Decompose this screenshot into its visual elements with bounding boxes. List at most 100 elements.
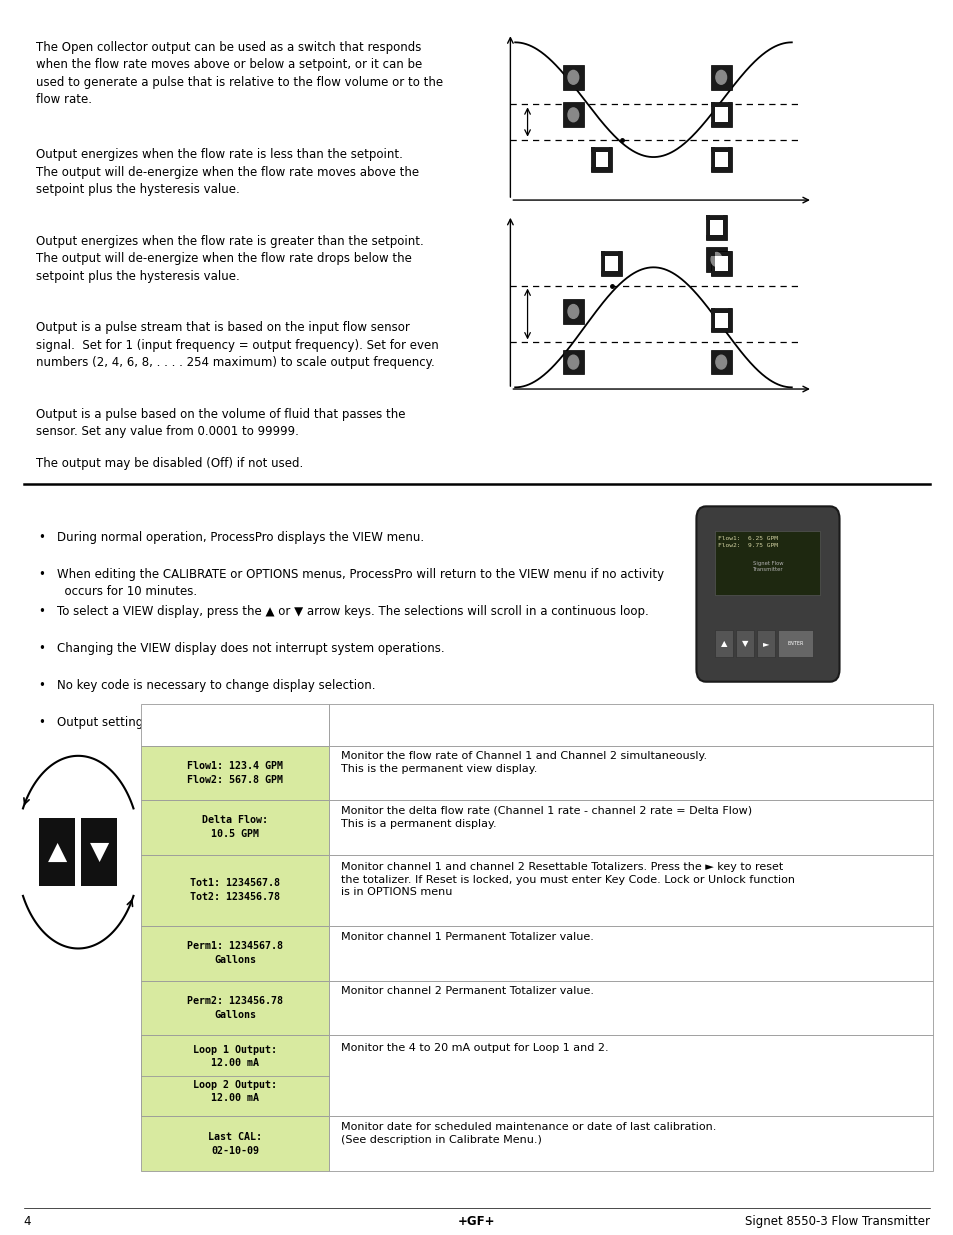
Circle shape (710, 252, 721, 267)
Bar (714, 152, 727, 167)
Bar (710, 103, 714, 107)
Text: Monitor channel 1 Permanent Totalizer value.: Monitor channel 1 Permanent Totalizer va… (340, 931, 593, 941)
Text: Flow1: 123.4 GPM
Flow2: 567.8 GPM: Flow1: 123.4 GPM Flow2: 567.8 GPM (187, 761, 283, 785)
Bar (618, 270, 621, 275)
Bar (710, 350, 731, 374)
Bar (710, 65, 731, 90)
Bar (608, 167, 612, 172)
Bar (710, 308, 714, 312)
Bar (591, 147, 595, 152)
Text: Perm2: 123456.78
Gallons: Perm2: 123456.78 Gallons (187, 995, 283, 1020)
Bar (710, 167, 714, 172)
Text: Output energizes when the flow rate is greater than the setpoint.
The output wil: Output energizes when the flow rate is g… (36, 235, 423, 283)
Text: During normal operation, ProcessPro displays the VIEW menu.: During normal operation, ProcessPro disp… (57, 531, 424, 545)
Bar (329, 855, 932, 926)
Text: •: • (38, 679, 45, 693)
Text: Loop 2 Output:
12.00 mA: Loop 2 Output: 12.00 mA (193, 1079, 277, 1103)
Text: •: • (38, 716, 45, 730)
Text: Signet Flow
Transmitter: Signet Flow Transmitter (752, 561, 782, 572)
Text: Monitor channel 2 Permanent Totalizer value.: Monitor channel 2 Permanent Totalizer va… (340, 986, 593, 995)
Bar (715, 531, 820, 595)
Bar (81, 819, 117, 887)
Bar (329, 1035, 932, 1116)
Circle shape (567, 70, 578, 84)
Bar (329, 926, 932, 981)
Bar (591, 167, 595, 172)
Text: Tot1: 1234567.8
Tot2: 123456.78: Tot1: 1234567.8 Tot2: 123456.78 (190, 878, 280, 903)
Bar (39, 819, 75, 887)
Text: Loop 1 Output:
12.00 mA: Loop 1 Output: 12.00 mA (193, 1045, 277, 1068)
Bar (705, 215, 709, 220)
Text: Changing the VIEW display does not interrupt system operations.: Changing the VIEW display does not inter… (57, 642, 444, 656)
Bar (727, 167, 731, 172)
Bar (714, 107, 727, 122)
Bar (600, 270, 604, 275)
Text: •: • (38, 531, 45, 545)
Text: Monitor channel 1 and channel 2 Resettable Totalizers. Press the ► key to reset
: Monitor channel 1 and channel 2 Resettab… (340, 862, 794, 898)
Bar (141, 746, 329, 800)
Bar (141, 800, 329, 855)
Text: ▼: ▼ (90, 840, 109, 864)
Bar (562, 299, 583, 324)
Text: ►: ► (762, 638, 768, 648)
Text: The output may be disabled (Off) if not used.: The output may be disabled (Off) if not … (36, 457, 303, 471)
Circle shape (567, 356, 578, 369)
Bar (757, 630, 774, 657)
FancyBboxPatch shape (696, 506, 839, 682)
Text: Monitor the flow rate of Channel 1 and Channel 2 simultaneously.
This is the per: Monitor the flow rate of Channel 1 and C… (340, 751, 706, 774)
Bar (710, 103, 731, 127)
Bar (722, 235, 726, 240)
Text: The Open collector output can be used as a switch that responds
when the flow ra: The Open collector output can be used as… (36, 41, 443, 106)
Bar (595, 152, 608, 167)
Text: ▲: ▲ (48, 840, 67, 864)
Bar (329, 746, 932, 800)
Bar (727, 251, 731, 256)
Circle shape (567, 305, 578, 319)
Bar (710, 147, 731, 172)
Bar (618, 251, 621, 256)
Bar (727, 122, 731, 127)
Bar (329, 1116, 932, 1171)
Bar (727, 147, 731, 152)
Bar (714, 256, 727, 270)
Bar (600, 251, 604, 256)
Bar (709, 220, 722, 235)
Bar (141, 855, 329, 926)
Text: •: • (38, 568, 45, 582)
Bar (562, 103, 583, 127)
Text: Monitor date for scheduled maintenance or date of last calibration.
(See descrip: Monitor date for scheduled maintenance o… (340, 1121, 715, 1145)
Bar (141, 926, 329, 981)
Text: Output is a pulse stream that is based on the input flow sensor
signal.  Set for: Output is a pulse stream that is based o… (36, 321, 438, 369)
Bar (604, 256, 618, 270)
Circle shape (715, 356, 726, 369)
Bar (141, 1035, 329, 1116)
Text: ▼: ▼ (741, 638, 747, 648)
Bar (329, 981, 932, 1035)
Bar (710, 122, 714, 127)
Bar (710, 270, 714, 275)
Bar (141, 704, 329, 746)
Bar (329, 704, 932, 746)
Bar (141, 1116, 329, 1171)
Bar (600, 251, 621, 275)
Text: When editing the CALIBRATE or OPTIONS menus, ProcessPro will return to the VIEW : When editing the CALIBRATE or OPTIONS me… (57, 568, 663, 598)
Text: •: • (38, 642, 45, 656)
Bar (714, 312, 727, 327)
Text: Signet 8550-3 Flow Transmitter: Signet 8550-3 Flow Transmitter (744, 1215, 929, 1229)
Text: Output is a pulse based on the volume of fluid that passes the
sensor. Set any v: Output is a pulse based on the volume of… (36, 408, 405, 438)
Bar (710, 251, 731, 275)
Bar (722, 215, 726, 220)
Bar (715, 630, 732, 657)
Text: ENTER: ENTER (786, 641, 803, 646)
Circle shape (567, 107, 578, 122)
Text: To select a VIEW display, press the ▲ or ▼ arrow keys. The selections will scrol: To select a VIEW display, press the ▲ or… (57, 605, 648, 619)
Text: Monitor the delta flow rate (Channel 1 rate - channel 2 rate = Delta Flow)
This : Monitor the delta flow rate (Channel 1 r… (340, 805, 751, 829)
Text: Flow1:  6.25 GPM
Flow2:  9.75 GPM: Flow1: 6.25 GPM Flow2: 9.75 GPM (718, 536, 778, 548)
Text: ▲: ▲ (720, 638, 726, 648)
Bar (710, 147, 714, 152)
Text: •: • (38, 605, 45, 619)
Bar (710, 251, 714, 256)
Bar (705, 247, 726, 272)
Text: Delta Flow:
10.5 GPM: Delta Flow: 10.5 GPM (202, 815, 268, 840)
Bar (727, 327, 731, 332)
